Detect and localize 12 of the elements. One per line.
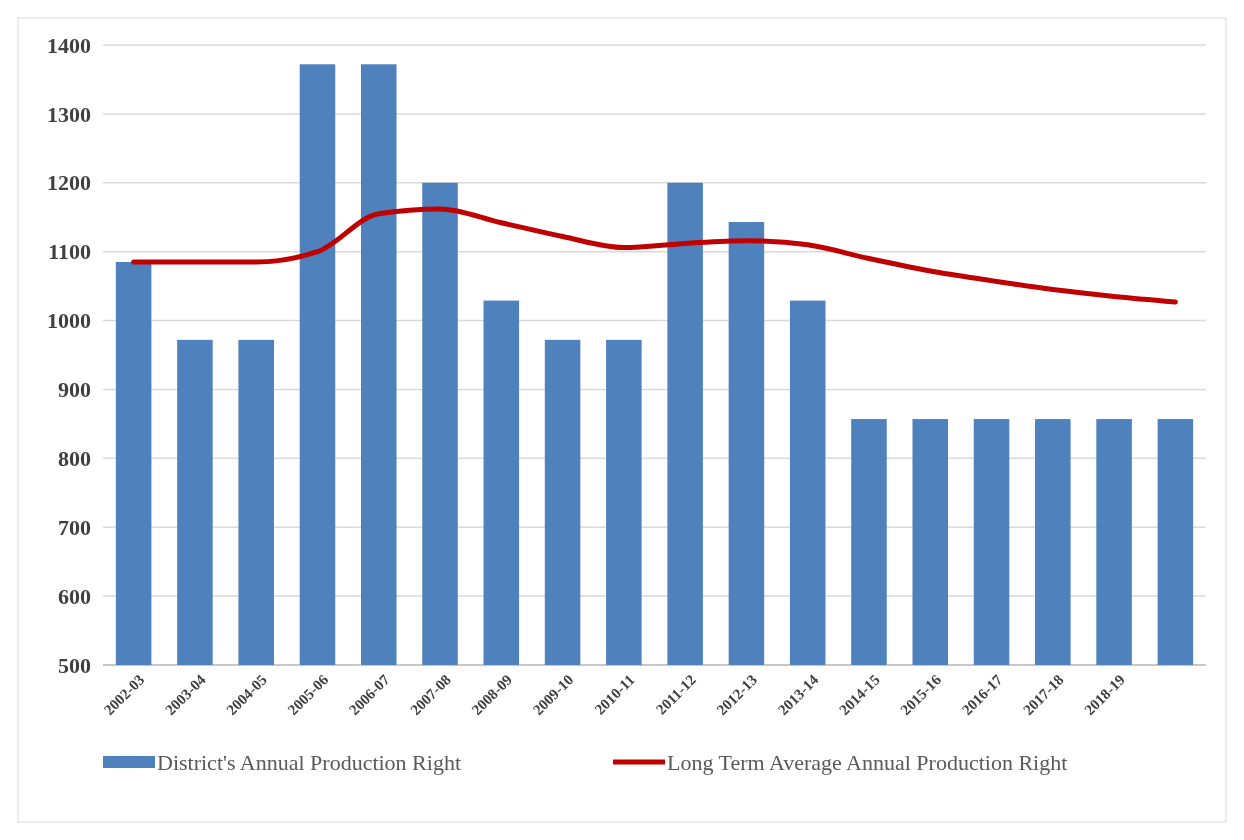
y-tick-label: 1400 — [47, 32, 91, 58]
y-tick-label: 1200 — [47, 170, 91, 196]
legend-label: Long Term Average Annual Production Right — [667, 749, 1068, 775]
y-tick-label: 1300 — [47, 101, 91, 127]
y-tick-label: 700 — [58, 514, 91, 540]
y-tick-label: 900 — [58, 377, 91, 403]
y-tick-label: 600 — [58, 583, 91, 609]
y-tick-label: 800 — [58, 446, 91, 472]
y-tick-label: 1100 — [48, 239, 91, 265]
y-tick-label: 500 — [58, 652, 91, 678]
legend-label: District's Annual Production Right — [157, 749, 462, 775]
y-tick-label: 1000 — [47, 308, 91, 334]
